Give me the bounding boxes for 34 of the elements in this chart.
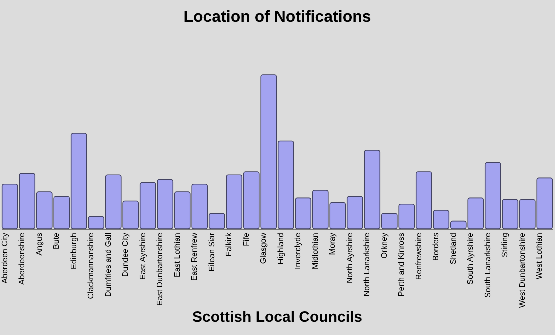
x-tick-label: North Ayrshire: [345, 232, 354, 284]
x-tick-label: Moray: [328, 233, 338, 256]
x-tick-label: West Lothian: [535, 233, 544, 280]
x-tick-label: South Ayrshire: [466, 232, 476, 285]
x-axis-title: Scottish Local Councils: [192, 309, 363, 326]
x-tick-label: Shetland: [448, 233, 458, 265]
x-tick-label: Midlothian: [310, 233, 320, 270]
x-tick-label: Edinburgh: [69, 233, 78, 270]
x-tick-label: East Renfrew: [190, 232, 200, 282]
x-tick-label: Falkirk: [224, 232, 234, 257]
x-tick-label: Borders: [432, 233, 441, 262]
x-tick-label: South Lanarkshire: [483, 232, 492, 298]
x-tick-label: Bute: [52, 232, 62, 250]
x-tick-label: Glasgow: [259, 232, 268, 264]
chart-title: Location of Notifications: [184, 9, 372, 26]
x-tick-label: West Dunbartonshire: [518, 232, 527, 308]
x-tick-label: Perth and Kinross: [397, 233, 406, 297]
x-tick-label: Eilean Siar: [207, 232, 216, 272]
x-tick-label: East Lothian: [172, 233, 182, 278]
x-tick-label: East Ayrshire: [138, 232, 148, 280]
x-tick-label: East Dunbartonshire: [156, 232, 165, 306]
x-tick-label: Highland: [276, 233, 286, 265]
x-tick-label: Orkney: [380, 233, 389, 259]
x-tick-label: Fife: [242, 232, 251, 246]
x-tick-label: Stirling: [500, 233, 510, 258]
x-tick-label: Angus: [34, 233, 44, 256]
x-tick-label: Dumfries and Gall: [104, 232, 113, 298]
x-tick-label: Inverclyde: [294, 232, 303, 270]
x-tick-label: North Lanarkshire: [362, 232, 372, 297]
x-tick-label: Renfrewshire: [414, 232, 424, 280]
x-tick-label: Clackmannanshire: [86, 232, 96, 300]
x-tick-label: Aberdeenshire: [18, 232, 27, 286]
x-tick-label: Aberdeen City: [0, 233, 10, 284]
x-tick-label: Dundee City: [121, 233, 130, 278]
